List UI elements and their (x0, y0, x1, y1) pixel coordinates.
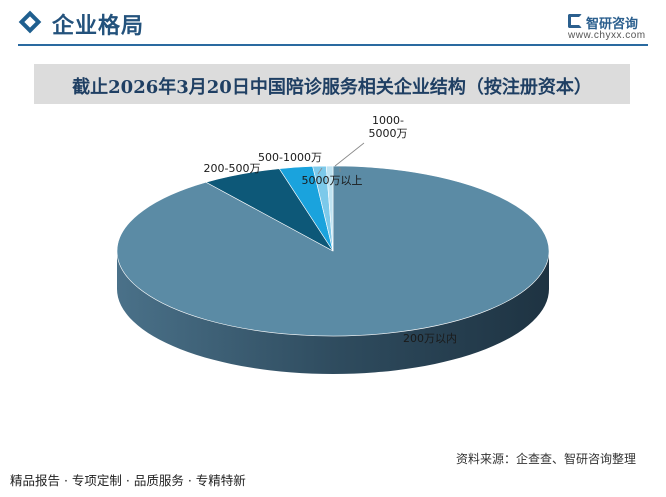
chart-title-bar: 截止2026年3月20日中国陪诊服务相关企业结构（按注册资本） (34, 64, 630, 104)
logo-url: www.chyxx.com (568, 30, 646, 41)
slice-label-4: 5000万以上 (302, 174, 363, 187)
pie-side-wall (117, 251, 549, 374)
chart-title: 截止2026年3月20日中国陪诊服务相关企业结构（按注册资本） (72, 77, 592, 98)
page-footer: 精品报告 · 专项定制 · 品质服务 · 专精特新 资料来源：企查查、智研咨询整… (0, 452, 666, 497)
slice-label-2: 500-1000万 (258, 151, 322, 164)
slice-label-1: 200-500万 (204, 162, 261, 175)
footer-tags: 精品报告 · 专项定制 · 品质服务 · 专精特新 (10, 473, 246, 488)
leader-line-2 (317, 167, 323, 175)
header-divider (18, 44, 648, 46)
page-header: 企业格局 智研咨询 www.chyxx.com (0, 0, 666, 50)
data-source: 资料来源：企查查、智研咨询整理 (456, 452, 637, 466)
logo-icon (568, 14, 582, 28)
leader-line-3 (334, 142, 365, 167)
slice-label-0: 200万以内 (403, 331, 457, 345)
logo-name: 智研咨询 (586, 17, 639, 32)
slice-label-3: 1000-5000万 (369, 114, 408, 140)
section-title: 企业格局 (52, 14, 145, 39)
brand-logo: 智研咨询 www.chyxx.com (568, 14, 658, 44)
pie-slice-4 (325, 165, 334, 252)
